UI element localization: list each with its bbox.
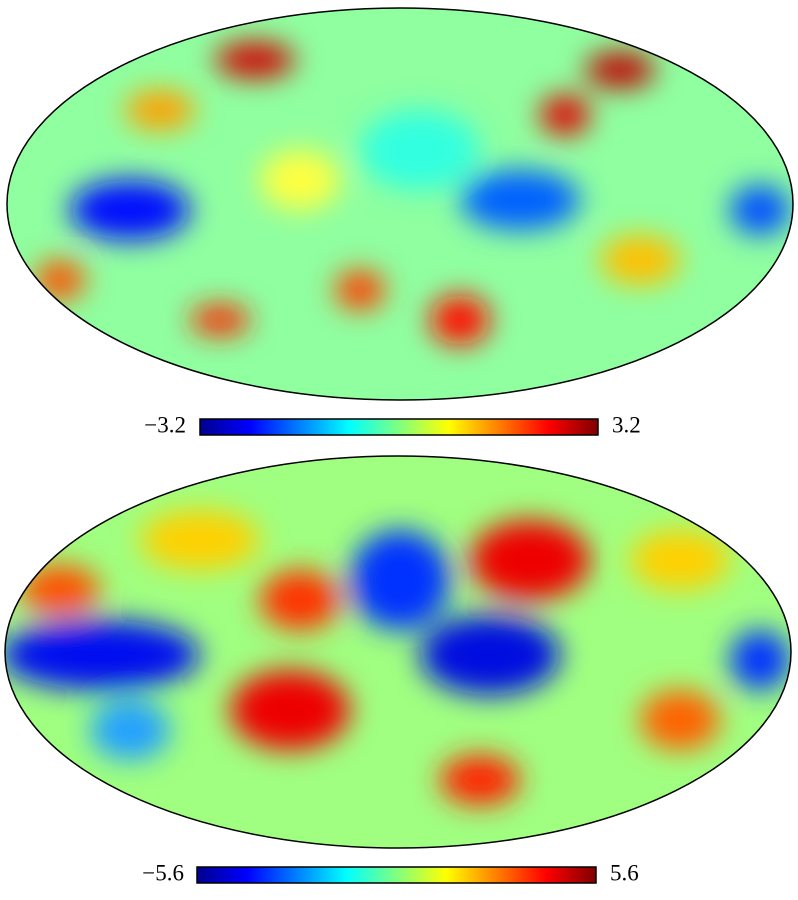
colorbar (199, 418, 599, 436)
colorbar-max: 5.6 (610, 860, 639, 885)
colorbar-min: −5.6 (142, 860, 184, 885)
sky-map (6, 7, 794, 401)
colorbar-max: 3.2 (612, 412, 641, 437)
colorbar-min: −3.2 (144, 412, 186, 437)
sky-map (4, 455, 792, 849)
colorbar (196, 866, 597, 884)
